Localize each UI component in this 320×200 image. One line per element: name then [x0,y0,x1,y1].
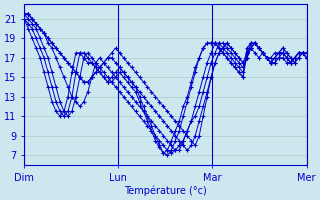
X-axis label: Température (°c): Température (°c) [124,185,207,196]
